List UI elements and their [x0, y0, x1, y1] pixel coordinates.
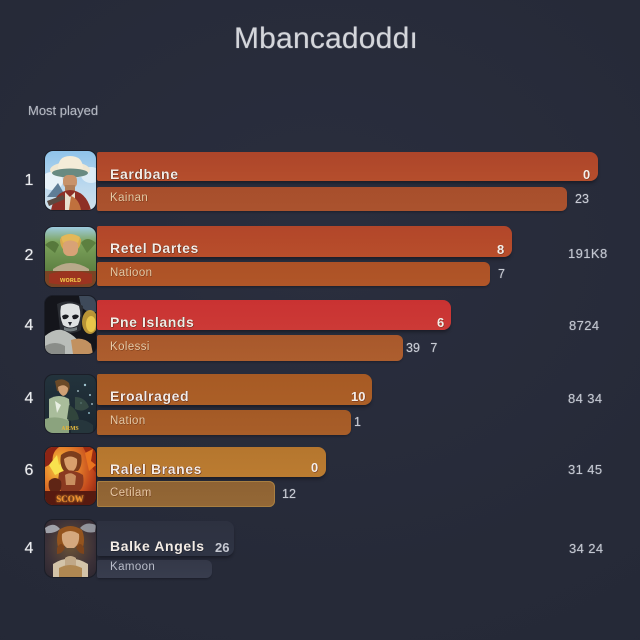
svg-text:SCOW: SCOW	[56, 494, 84, 504]
svg-text:ᴡᴏʀʟᴅ: ᴡᴏʀʟᴅ	[59, 277, 81, 284]
svg-text:ᴀʀᴍs: ᴀʀᴍs	[61, 423, 78, 432]
